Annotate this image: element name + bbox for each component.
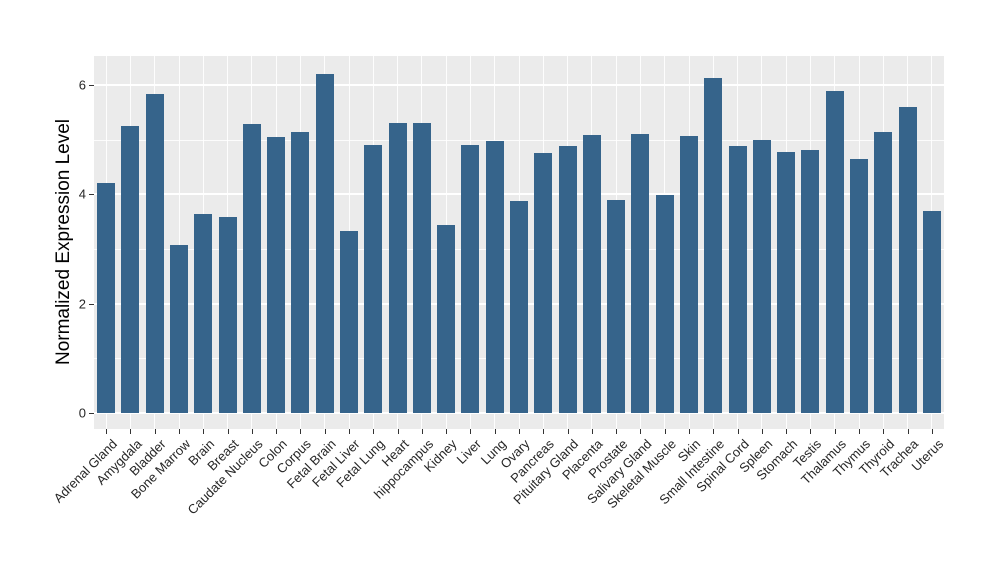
x-tick: [907, 429, 909, 434]
x-tick: [834, 429, 836, 434]
x-tick: [591, 429, 593, 434]
bar: [412, 123, 431, 413]
bar: [315, 73, 334, 413]
x-tick: [470, 429, 472, 434]
bar: [461, 145, 480, 413]
bar: [704, 77, 723, 413]
x-tick: [251, 429, 253, 434]
bar: [242, 124, 261, 413]
x-tick: [859, 429, 860, 434]
y-tick-label: 0: [78, 405, 86, 421]
x-tick: [421, 429, 423, 434]
bar: [121, 126, 140, 413]
y-tick-label: 2: [78, 296, 86, 312]
bar: [340, 230, 358, 413]
bar: [291, 132, 310, 413]
x-tick: [640, 429, 642, 434]
x-tick: [446, 429, 448, 434]
bar: [607, 200, 626, 413]
x-tick: [276, 429, 278, 434]
y-tick: [89, 84, 94, 86]
bar: [364, 145, 383, 413]
x-tick: [931, 429, 933, 434]
bar: [874, 132, 893, 413]
y-tick-label: 4: [78, 186, 86, 202]
bar: [777, 152, 796, 413]
x-tick: [689, 429, 690, 434]
bar: [558, 146, 577, 413]
bar: [97, 183, 116, 413]
bar: [534, 153, 553, 413]
x-tick: [761, 429, 763, 434]
x-tick: [713, 429, 715, 434]
bar: [825, 90, 844, 413]
bar: [655, 195, 674, 413]
y-tick: [89, 194, 94, 196]
bar: [680, 135, 698, 413]
bar: [898, 107, 917, 413]
x-tick: [494, 429, 496, 434]
x-tick: [154, 429, 156, 434]
bar: [437, 224, 456, 413]
x-tick: [616, 429, 618, 434]
bar: [801, 149, 820, 413]
x-tick-label: Liver: [453, 436, 485, 467]
bar: [388, 123, 407, 413]
x-tick: [737, 429, 739, 434]
x-tick: [179, 429, 180, 434]
gridline-vertical: [178, 56, 180, 429]
bar: [752, 140, 771, 413]
x-tick: [373, 429, 375, 434]
x-tick: [519, 429, 520, 434]
x-tick: [203, 429, 205, 434]
x-tick: [349, 429, 350, 434]
y-tick-label: 6: [78, 77, 86, 93]
bar: [145, 94, 164, 413]
x-tick: [130, 429, 132, 434]
x-tick: [543, 429, 545, 434]
x-tick: [883, 429, 885, 434]
bar: [582, 134, 601, 413]
bar: [170, 244, 188, 413]
x-tick: [567, 429, 569, 434]
x-tick: [397, 429, 399, 434]
bar: [922, 210, 941, 413]
x-tick: [227, 429, 229, 434]
x-tick: [300, 429, 302, 434]
x-tick: [810, 429, 812, 434]
bar: [510, 201, 528, 413]
x-tick: [786, 429, 788, 434]
x-tick: [324, 429, 326, 434]
bar: [728, 145, 747, 413]
bar: [631, 134, 650, 413]
bar: [218, 217, 237, 413]
bar: [485, 141, 504, 413]
bar: [194, 214, 213, 413]
bar: [850, 159, 868, 413]
y-axis-title: Normalized Expression Level: [53, 118, 74, 366]
y-tick: [89, 413, 94, 414]
bar: [267, 137, 286, 413]
y-tick: [89, 303, 94, 305]
x-tick: [106, 429, 108, 434]
plot-panel: [94, 56, 944, 429]
x-tick: [664, 429, 666, 434]
